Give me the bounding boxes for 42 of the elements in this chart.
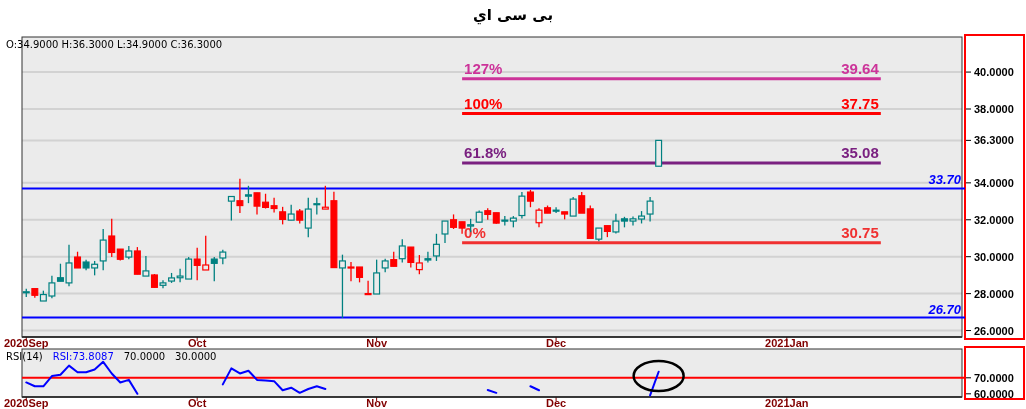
x-tick-label: 2021Jan [765, 397, 809, 409]
ref-line: 26.70 [21, 301, 966, 319]
x-tick-label: Nov [366, 397, 388, 409]
ref-line-label: 30.75 [841, 223, 879, 241]
ref-line: 33.70 [21, 172, 966, 190]
annotation: 127% [464, 59, 503, 77]
x-tick-label: Dec [546, 337, 567, 349]
x-tick-label: 2020Sep [3, 397, 49, 409]
ref-line-label: 35.08 [841, 143, 879, 161]
annotation: O:34.9000 H:36.3000 L:34.9000 C:36.3000 [6, 39, 223, 50]
x-tick-label: 2020Sep [3, 337, 49, 349]
ref-line: 61.8% 35.08 [462, 143, 881, 165]
y-tick-label: 34.0000 [974, 176, 1014, 189]
x-tick-label: Oct [188, 397, 207, 409]
y-tick-label: 70.0000 [974, 371, 1014, 384]
ref-line-label: 39.64 [841, 59, 880, 77]
annotation: RSI(14) [6, 351, 43, 362]
annotation: 100% [464, 94, 503, 112]
x-tick-label: Dec [546, 397, 567, 409]
y-tick-label: 38.0000 [974, 103, 1014, 115]
annotation: 70.0000 [123, 351, 166, 362]
y-tick-label: 60.0000 [974, 387, 1014, 400]
x-tick-label: Nov [366, 337, 388, 349]
annotation: 61.8% [464, 143, 507, 161]
x-tick-label: 2021Jan [765, 337, 809, 349]
ref-line: 0% 30.75 [462, 223, 881, 245]
x-tick-label: Oct [188, 337, 207, 349]
ref-line-label: 37.75 [841, 94, 879, 112]
chart-title: بی سی اي [472, 6, 554, 25]
y-tick-label: 28.0000 [974, 287, 1014, 300]
series-label: RSI:73.8087 [52, 351, 114, 362]
annotation: 30.0000 [175, 351, 217, 362]
y-tick-label: 26.0000 [974, 324, 1014, 337]
annotation: 0% [464, 223, 486, 241]
y-tick-label: 40.0000 [974, 66, 1014, 79]
ref-line: 127% 39.64 [462, 59, 881, 81]
ref-line: 100% 37.75 [462, 94, 881, 116]
ref-line-label: 26.70 [927, 301, 962, 317]
ref-line-label: 33.70 [928, 172, 962, 188]
y-tick-label: 36.3000 [974, 134, 1014, 147]
y-tick-label: 32.0000 [974, 213, 1014, 226]
y-tick-label: 30.0000 [974, 250, 1014, 263]
